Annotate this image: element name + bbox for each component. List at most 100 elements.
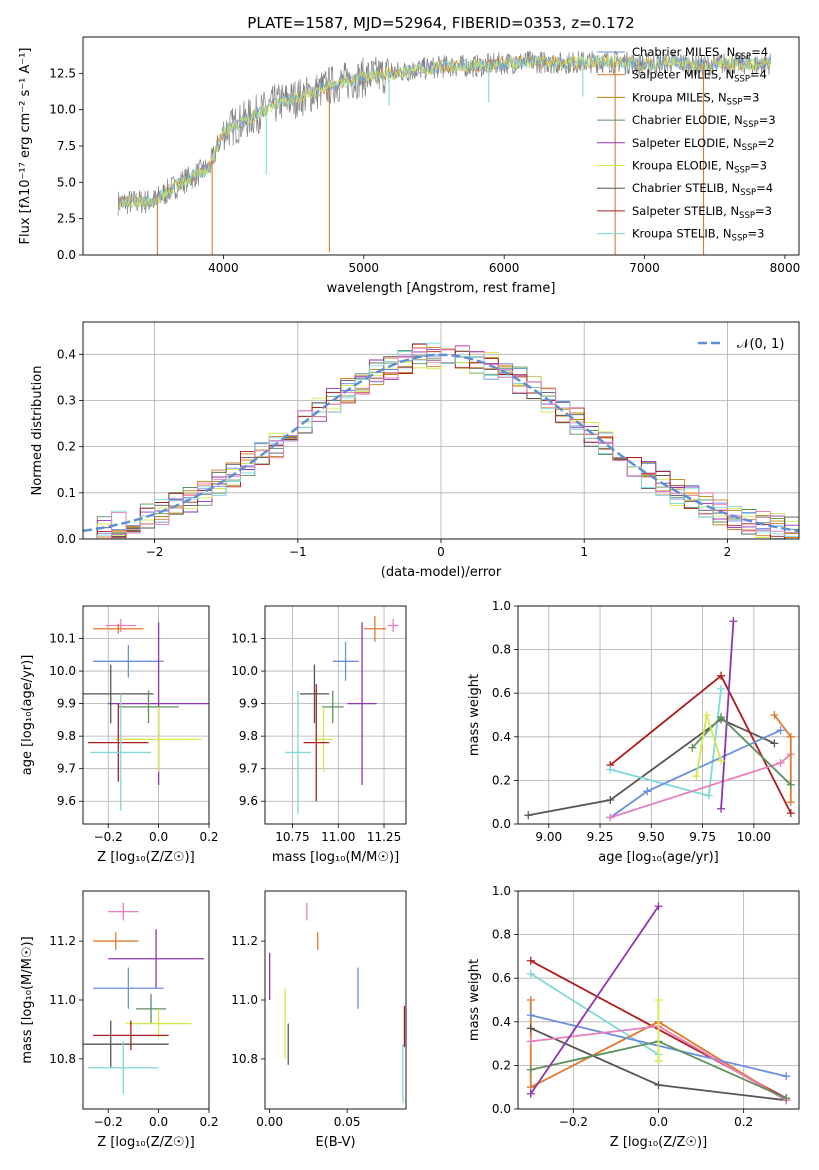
series-marker — [770, 739, 779, 748]
mass-vs-extinction-panel: 0.00 0.05 10.8 11.0 11.2 E(B-V) — [231, 890, 407, 1150]
plot-frame — [517, 890, 800, 1110]
legend-label: Chabrier ELODIE, NSSP=3 — [632, 113, 776, 130]
y-tick-label: 0.4 — [492, 730, 511, 744]
x-tick-label: −2 — [146, 545, 164, 559]
plot-frame — [264, 605, 407, 825]
y-tick-label: 9.7 — [239, 762, 258, 776]
legend-label: Chabrier STELIB, NSSP=4 — [632, 181, 773, 198]
y-tick-label: 9.8 — [239, 729, 258, 743]
age-vs-metallicity-panel: −0.2 0.0 0.2 9.6 9.7 9.8 9.9 10.0 10.1 Z [log₁₀(Z… — [20, 605, 219, 865]
y-axis-label: age [log₁₀(age/yr)] — [20, 655, 35, 776]
y-tick-label: 12.5 — [49, 66, 76, 80]
x-tick-label: 4000 — [208, 261, 239, 275]
series-line — [610, 753, 792, 819]
y-tick-label: 0.0 — [492, 817, 511, 831]
mass-vs-metallicity-panel: −0.2 0.0 0.2 10.8 11.0 11.2 Z [log₁₀(Z/Z☉)] mas… — [20, 890, 219, 1150]
series-marker — [654, 1057, 663, 1066]
x-tick-label: 10.75 — [275, 830, 309, 844]
series-marker — [606, 796, 615, 805]
legend-label: Kroupa STELIB, NSSP=3 — [632, 227, 764, 244]
x-tick-label: 1 — [580, 545, 588, 559]
series-marker — [717, 804, 726, 813]
x-axis-label: Z [log₁₀(Z/Z☉)] — [610, 1135, 707, 1150]
series-line — [530, 973, 659, 1056]
x-tick-label: 5000 — [349, 261, 380, 275]
y-tick-label: 0.8 — [492, 928, 511, 942]
y-tick-label: 1.0 — [492, 884, 511, 898]
age-vs-mass-panel: 10.75 11.00 11.25 9.6 9.7 9.8 9.9 10.0 10.1 mass … — [231, 605, 407, 865]
y-tick-label: 0.4 — [492, 1015, 511, 1029]
x-tick-label: −0.2 — [94, 1115, 123, 1129]
plot-area — [268, 902, 406, 1104]
y-tick-label: 11.0 — [231, 993, 258, 1007]
series-marker — [524, 811, 533, 820]
x-axis-label: E(B-V) — [315, 1135, 355, 1150]
series-marker — [786, 732, 795, 741]
histogram-pink — [83, 344, 799, 539]
y-tick-label: 0.6 — [492, 971, 511, 985]
y-tick-label: 0.4 — [57, 347, 76, 361]
series-marker — [776, 726, 785, 735]
plot-area — [117, 49, 771, 255]
x-tick-label: 0.00 — [256, 1115, 283, 1129]
y-tick-label: 0.0 — [57, 532, 76, 546]
y-tick-label: 0.0 — [57, 248, 76, 262]
x-axis-label: Z [log₁₀(Z/Z☉)] — [97, 1135, 194, 1150]
y-tick-label: 2.5 — [57, 212, 76, 226]
plot-frame — [82, 890, 210, 1110]
y-tick-label: 9.6 — [239, 794, 258, 808]
y-tick-label: 0.2 — [492, 1058, 511, 1072]
series-marker — [782, 1094, 791, 1103]
plot-area — [83, 619, 209, 811]
y-axis-label: mass [log₁₀(M/M☉)] — [20, 936, 35, 1063]
x-tick-label: 0.2 — [734, 1115, 753, 1129]
series-marker — [717, 713, 726, 722]
x-tick-label: 11.00 — [321, 830, 355, 844]
series-marker — [526, 1037, 535, 1046]
series-marker — [526, 996, 535, 1004]
y-tick-label: 0.8 — [492, 643, 511, 657]
y-tick-label: 10.0 — [49, 103, 76, 117]
series-line — [773, 714, 792, 803]
normal-curve — [83, 353, 799, 533]
series-marker — [692, 772, 701, 781]
series-marker — [786, 780, 795, 789]
y-tick-label: 11.2 — [231, 934, 258, 948]
legend-label: Salpeter STELIB, NSSP=3 — [632, 204, 772, 221]
plot-area — [285, 615, 399, 815]
x-tick-label: −0.2 — [94, 830, 123, 844]
series-marker — [526, 1024, 535, 1033]
series-marker — [526, 969, 535, 978]
model-spectrum — [117, 54, 771, 210]
residuals-panel: −2 −1 0 1 2 0.0 0.1 0.2 0.3 0.4 (data-model)/error… — [30, 321, 800, 580]
series-marker — [776, 758, 785, 767]
y-tick-label: 9.9 — [57, 697, 76, 711]
series-marker — [717, 756, 726, 765]
y-tick-label: 0.3 — [57, 393, 76, 407]
y-tick-label: 9.6 — [57, 794, 76, 808]
x-tick-label: 0.0 — [649, 1115, 668, 1129]
y-tick-label: 10.8 — [231, 1052, 258, 1066]
plot-area — [526, 902, 791, 1105]
y-tick-label: 0.2 — [492, 773, 511, 787]
y-tick-label: 10.1 — [49, 632, 76, 646]
series-marker — [770, 711, 779, 719]
y-tick-label: 10.0 — [49, 664, 76, 678]
y-axis-label: Normed distribution — [30, 366, 45, 496]
y-tick-label: 0.2 — [57, 440, 76, 454]
series-marker — [526, 956, 535, 965]
x-tick-label: 8000 — [770, 261, 801, 275]
y-tick-label: 9.7 — [57, 762, 76, 776]
x-tick-label: −1 — [289, 545, 307, 559]
y-tick-label: 1.0 — [492, 599, 511, 613]
plot-frame — [264, 890, 407, 1110]
series-marker — [786, 798, 795, 807]
y-tick-label: 9.8 — [57, 729, 76, 743]
series-marker — [654, 996, 663, 1004]
y-tick-label: 11.0 — [49, 993, 76, 1007]
series-marker — [654, 902, 663, 911]
x-tick-label: 0.05 — [334, 1115, 361, 1129]
x-tick-label: 9.25 — [587, 830, 614, 844]
legend-label: Kroupa ELODIE, NSSP=3 — [632, 159, 767, 176]
x-tick-label: 9.50 — [638, 830, 665, 844]
